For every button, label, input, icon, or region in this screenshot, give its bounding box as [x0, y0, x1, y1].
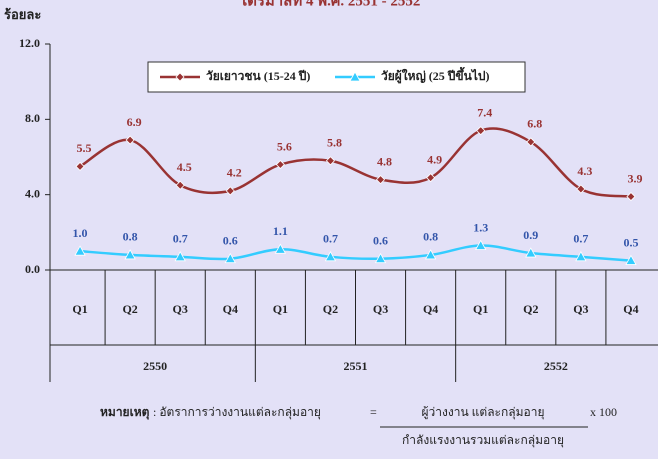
- group-label: 2552: [544, 359, 568, 373]
- x-tick-label: Q3: [173, 302, 188, 316]
- x-tick-label: Q2: [523, 302, 538, 316]
- marker: [576, 184, 586, 194]
- marker: [424, 249, 437, 260]
- y-tick-label: 4.0: [25, 186, 40, 200]
- marker: [324, 250, 337, 262]
- marker: [74, 245, 86, 256]
- x-tick-label: Q4: [423, 302, 438, 316]
- y-axis-label: ร้อยละ: [4, 7, 41, 22]
- note-equals: =: [370, 405, 377, 419]
- data-label: 4.9: [427, 152, 442, 166]
- marker: [526, 137, 536, 147]
- data-label: 0.7: [323, 232, 338, 246]
- group-label: 2550: [143, 359, 167, 373]
- marker: [124, 249, 136, 260]
- marker: [225, 186, 235, 196]
- y-tick-label: 0.0: [25, 262, 40, 276]
- x-tick-label: Q3: [373, 302, 388, 316]
- x-tick-label: Q3: [573, 302, 588, 316]
- marker: [325, 156, 336, 166]
- data-label: 0.8: [423, 230, 438, 244]
- note-numerator: ผู้ว่างงาน แต่ละกลุ่มอายุ: [422, 405, 545, 420]
- x-tick-label: Q1: [72, 302, 87, 316]
- chart-title: ไตรมาสที่ 4 พ.ศ. 2551 - 2552: [238, 0, 421, 9]
- series-line: [79, 127, 632, 198]
- data-label: 0.7: [573, 232, 588, 246]
- marker: [475, 239, 487, 250]
- data-label: 5.5: [77, 141, 92, 155]
- data-label: 5.6: [277, 139, 292, 153]
- data-label: 7.4: [477, 105, 492, 119]
- marker: [626, 191, 636, 202]
- note-text: : อัตราการว่างงานแต่ละกลุ่มอายุ: [153, 405, 321, 420]
- data-label: 4.2: [227, 166, 242, 180]
- note-denominator: กำลังแรงงานรวมแต่ละกลุ่มอายุ: [402, 433, 564, 448]
- legend-label: วัยผู้ใหญ่ (25 ปีขึ้นไป): [381, 66, 489, 84]
- series-line: [79, 244, 632, 262]
- note-times: x 100: [590, 405, 617, 419]
- marker: [525, 247, 537, 258]
- data-label: 5.8: [327, 136, 342, 150]
- data-label: 0.6: [373, 233, 388, 247]
- data-label: 4.3: [577, 164, 592, 178]
- x-tick-label: Q4: [623, 302, 638, 316]
- data-label: 0.5: [623, 235, 638, 249]
- data-label: 0.7: [173, 232, 188, 246]
- data-label: 1.3: [473, 220, 488, 234]
- marker: [174, 250, 186, 262]
- data-label: 0.8: [123, 230, 138, 244]
- marker: [476, 126, 486, 136]
- marker: [274, 243, 287, 254]
- data-label: 3.9: [627, 171, 642, 185]
- legend-label: วัยเยาวชน (15-24 ปี): [206, 69, 310, 83]
- data-label: 6.8: [527, 117, 542, 131]
- marker: [175, 72, 185, 82]
- x-tick-label: Q4: [223, 302, 238, 316]
- marker: [349, 71, 361, 82]
- x-tick-label: Q1: [273, 302, 288, 316]
- marker: [75, 161, 85, 171]
- y-tick-label: 12.0: [19, 36, 40, 50]
- note-label: หมายเหตุ: [100, 405, 150, 420]
- data-label: 1.0: [73, 226, 88, 240]
- marker: [375, 175, 386, 185]
- x-tick-label: Q1: [473, 302, 488, 316]
- data-label: 0.9: [523, 228, 538, 242]
- marker: [275, 159, 285, 170]
- marker: [426, 173, 436, 183]
- marker: [175, 180, 185, 190]
- y-tick-label: 8.0: [25, 111, 40, 125]
- data-label: 6.9: [127, 115, 142, 129]
- x-tick-label: Q2: [323, 302, 338, 316]
- data-label: 0.6: [223, 233, 238, 247]
- group-label: 2551: [344, 359, 368, 373]
- marker: [575, 250, 587, 262]
- marker: [374, 252, 387, 264]
- data-label: 1.1: [273, 224, 288, 238]
- marker: [224, 252, 236, 264]
- data-label: 4.5: [177, 160, 192, 174]
- x-tick-label: Q2: [122, 302, 137, 316]
- marker: [125, 135, 135, 145]
- data-label: 4.8: [377, 154, 392, 168]
- marker: [625, 254, 637, 265]
